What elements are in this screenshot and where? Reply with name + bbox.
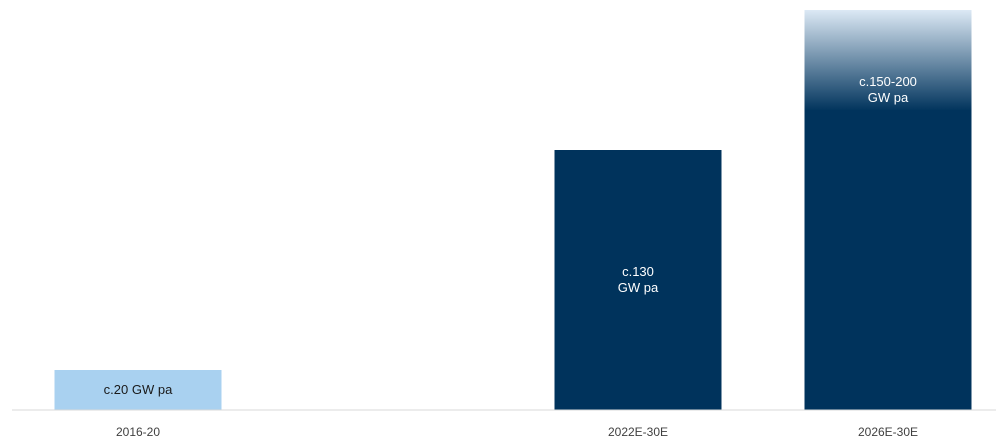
- x-tick-label: 2026E-30E: [858, 425, 918, 438]
- x-tick-label: 2022E-30E: [608, 425, 668, 438]
- data-label-line: GW pa: [868, 90, 909, 105]
- x-tick-label: 2016-20: [116, 425, 160, 438]
- x-tick-labels: 2016-20 2022E-30E 2026E-30E: [116, 425, 918, 438]
- data-label-2022E-30E: c.130 GW pa: [618, 264, 659, 295]
- bars-layer: [54, 10, 972, 410]
- bar-2026E-30E: [804, 110, 972, 410]
- data-label-line: c.20 GW pa: [104, 382, 173, 397]
- data-label-2016-20: c.20 GW pa: [104, 382, 173, 397]
- data-label-line: c.130: [622, 264, 654, 279]
- bar-2022E-30E: [554, 150, 722, 410]
- data-labels-layer: c.20 GW pac.130 GW pac.150-200 GW pa: [104, 74, 917, 397]
- bar-range-2026E-30E: [804, 10, 972, 111]
- data-label-2026E-30E: c.150-200 GW pa: [859, 74, 917, 105]
- data-label-line: c.150-200: [859, 74, 917, 89]
- bar-2016-20: [54, 370, 222, 410]
- data-label-line: GW pa: [618, 280, 659, 295]
